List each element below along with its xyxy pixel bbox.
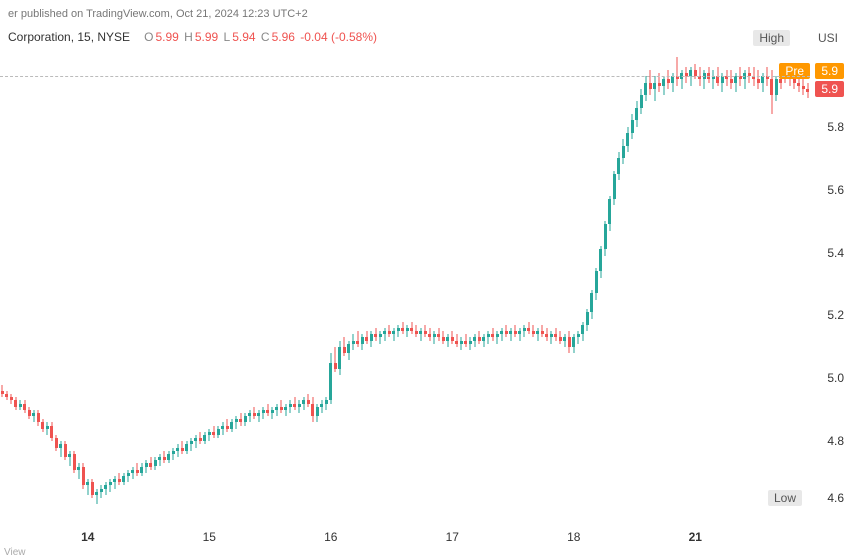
y-tick: 5.0: [827, 371, 844, 385]
pre-price-badge: 5.9: [815, 63, 844, 79]
ohlc-line: Corporation, 15, NYSE O5.99 H5.99 L5.94 …: [8, 30, 379, 44]
y-tick: 5.8: [827, 120, 844, 134]
y-tick: 5.6: [827, 183, 844, 197]
ticker-info: Corporation, 15, NYSE: [8, 30, 130, 44]
o-value: 5.99: [155, 30, 178, 44]
y-tick: 4.8: [827, 434, 844, 448]
high-badge: High: [753, 30, 790, 46]
low-value: 4.6: [827, 491, 844, 505]
x-tick: 17: [446, 530, 459, 544]
c-value: 5.96: [272, 30, 295, 44]
change-value: -0.04 (-0.58%): [300, 30, 377, 44]
c-label: C: [261, 30, 270, 44]
currency-label: USI: [812, 30, 844, 46]
candlestick-chart[interactable]: [0, 48, 810, 520]
footer-text: View: [4, 547, 26, 558]
x-tick: 21: [689, 530, 702, 544]
h-value: 5.99: [195, 30, 218, 44]
low-badge: Low: [768, 490, 802, 506]
x-tick: 16: [324, 530, 337, 544]
x-tick: 14: [81, 530, 94, 544]
l-value: 5.94: [232, 30, 255, 44]
y-axis: 5.8 5.6 5.4 5.2 5.0 4.8: [810, 48, 850, 520]
x-tick: 18: [567, 530, 580, 544]
o-label: O: [144, 30, 153, 44]
x-axis: 14 15 16 17 18 21: [0, 528, 810, 552]
h-label: H: [184, 30, 193, 44]
l-label: L: [224, 30, 231, 44]
y-tick: 5.2: [827, 308, 844, 322]
y-tick: 5.4: [827, 246, 844, 260]
header-published: er published on TradingView.com, Oct 21,…: [8, 8, 308, 20]
x-tick: 15: [203, 530, 216, 544]
last-price-badge: 5.9: [815, 81, 844, 97]
